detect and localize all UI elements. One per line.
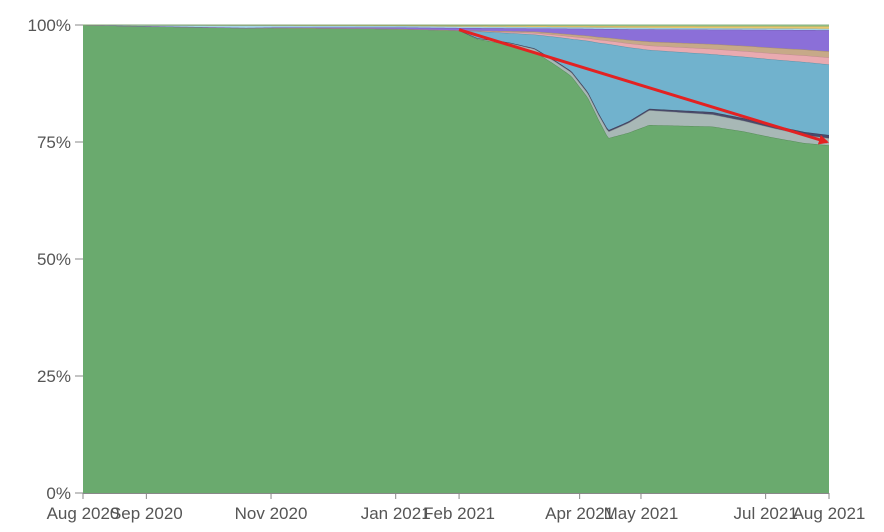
trend-arrow: [458, 28, 829, 145]
y-axis: 0% 25% 50% 75% 100%: [28, 16, 83, 503]
y-tick-label: 25%: [37, 367, 71, 386]
area-series-7: [83, 25, 829, 52]
x-tick-label: Jan 2021: [361, 504, 431, 523]
y-tick-label: 0%: [46, 484, 71, 503]
x-tick-label: Jul 2021: [734, 504, 798, 523]
x-tick-label: Feb 2021: [423, 504, 495, 523]
x-tick-label: Sep 2020: [110, 504, 183, 523]
area-series-8: [83, 25, 829, 31]
y-tick-label: 50%: [37, 250, 71, 269]
x-tick-label: Aug 2021: [793, 504, 866, 523]
y-tick-label: 100%: [28, 16, 71, 35]
area-series-2: [83, 25, 829, 146]
area-layer: [82, 24, 830, 493]
y-tick-label: 75%: [37, 133, 71, 152]
annotation-layer: [458, 28, 829, 145]
area-series-4: [83, 25, 829, 135]
x-tick-label: Aug 2020: [47, 504, 120, 523]
area-series-1: [83, 25, 829, 493]
x-tick-label: May 2021: [604, 504, 679, 523]
x-tick-label: Apr 2021: [545, 504, 614, 523]
x-tick-label: Nov 2020: [235, 504, 308, 523]
